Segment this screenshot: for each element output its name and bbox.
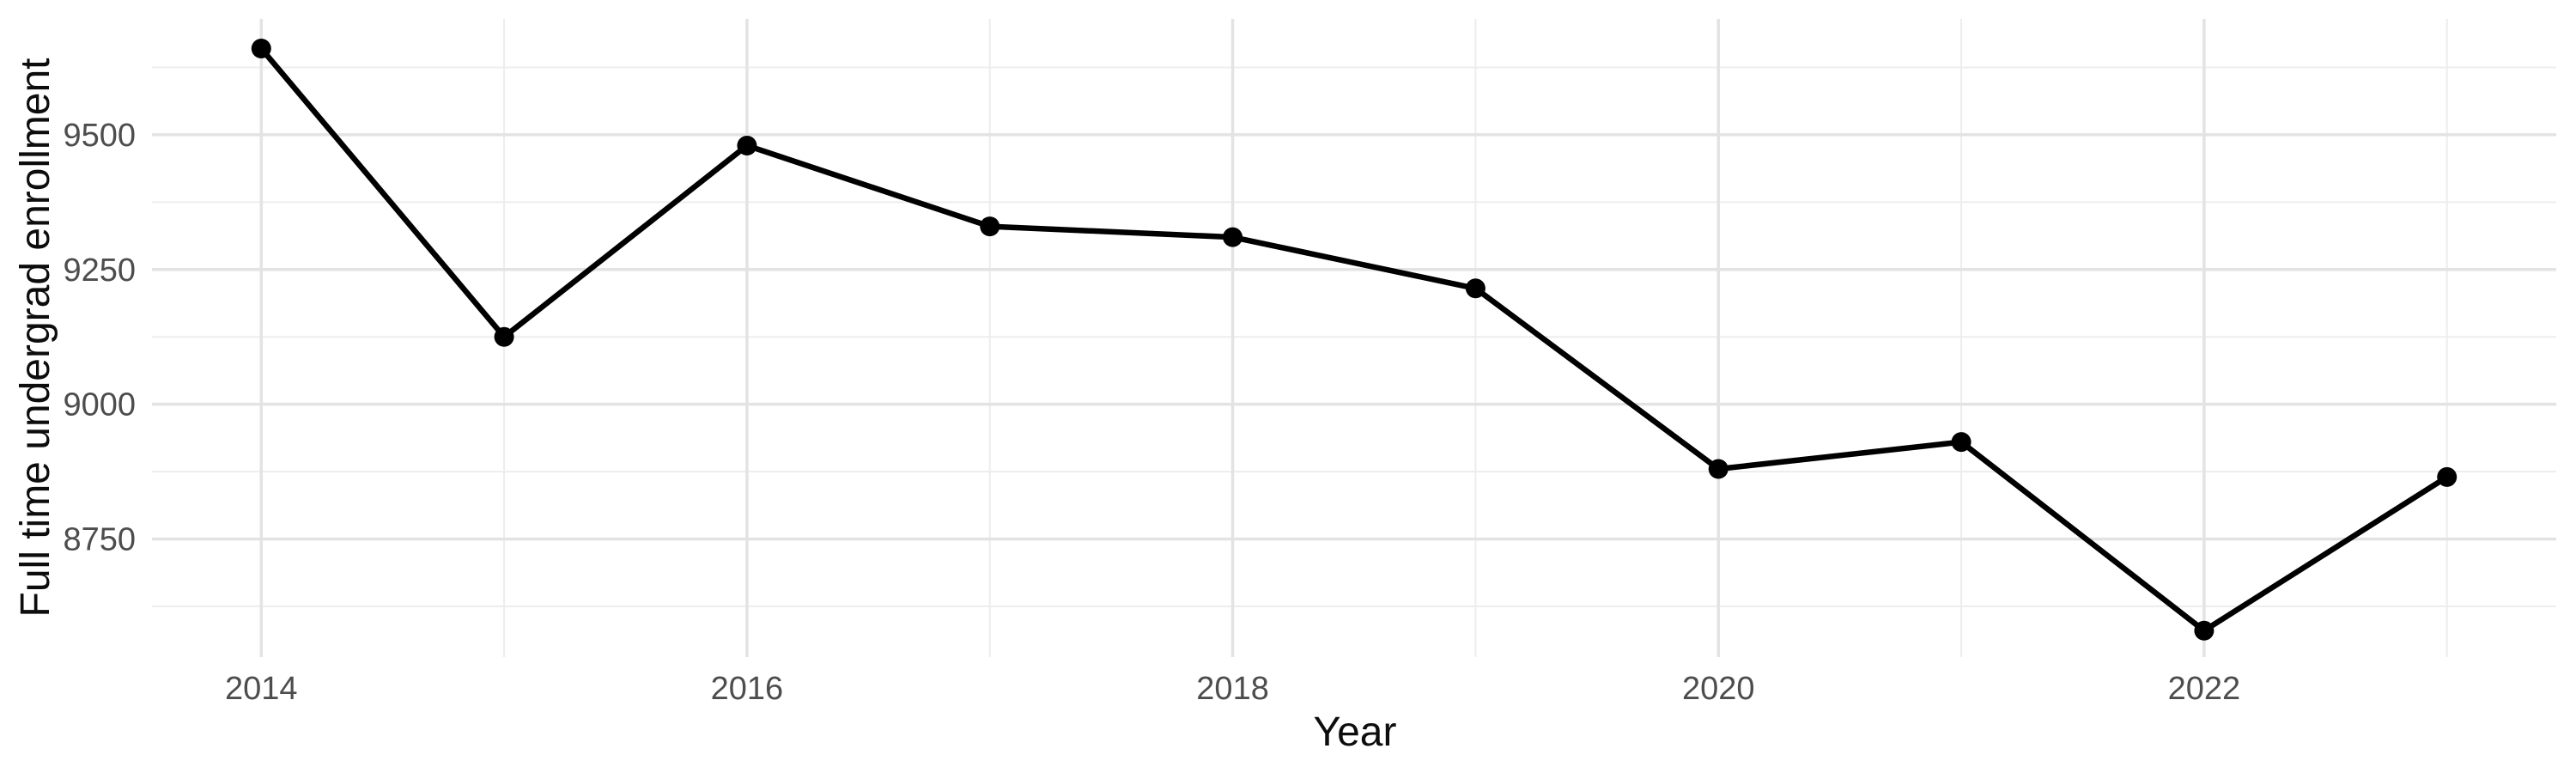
data-point-2017 [980,216,1000,237]
enrollment-trend-line [258,46,2450,634]
y-tick-label: 9500 [63,118,136,154]
y-axis-title: Full time undergrad enrollment [13,58,58,618]
x-axis-tick-labels: 2014 2016 2018 2020 2022 [225,671,2240,707]
data-point-2022 [2194,620,2215,641]
y-tick-label: 9250 [63,253,136,289]
x-tick-label: 2022 [2168,671,2241,707]
y-tick-label: 9000 [63,387,136,423]
x-tick-label: 2020 [1682,671,1755,707]
x-tick-label: 2018 [1196,671,1269,707]
data-points [251,39,2458,641]
data-point-2023 [2437,466,2458,487]
data-point-2014 [251,39,271,59]
data-point-2020 [1708,459,1728,479]
data-point-2018 [1223,227,1243,247]
x-tick-label: 2016 [711,671,784,707]
x-axis-title: Year [1314,709,1397,755]
x-tick-label: 2014 [225,671,298,707]
data-point-2016 [737,135,757,155]
data-point-2021 [1951,432,1971,453]
data-point-2019 [1465,278,1485,299]
enrollment-series [258,46,2450,634]
major-gridlines [152,19,2556,657]
y-axis-tick-labels: 9500 9250 9000 8750 [63,118,136,558]
y-tick-label: 8750 [63,522,136,558]
data-point-2015 [494,326,514,347]
